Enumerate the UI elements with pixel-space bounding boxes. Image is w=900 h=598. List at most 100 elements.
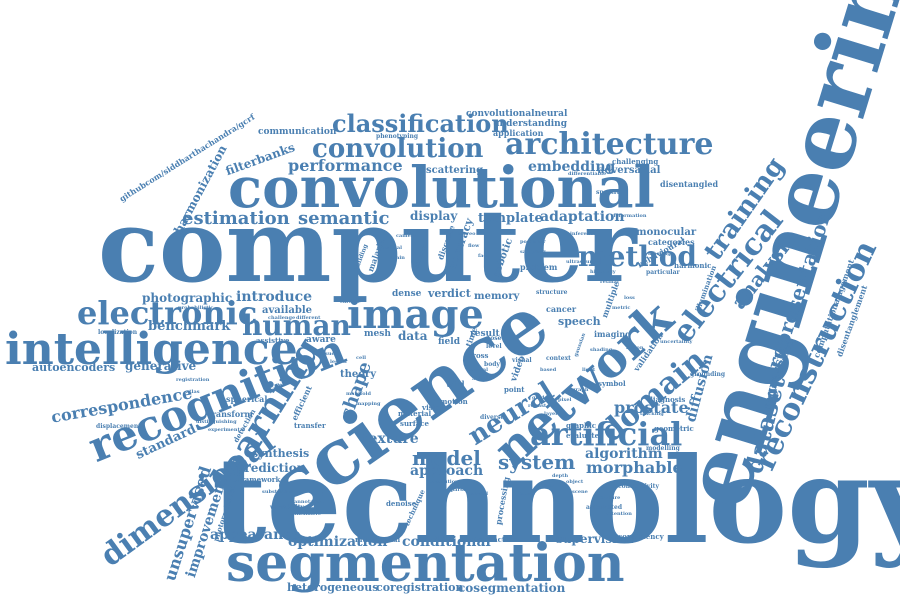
word-loss: loss bbox=[624, 295, 635, 301]
word-pixel: pixel bbox=[558, 397, 572, 403]
word-harmonic: harmonic bbox=[674, 261, 712, 270]
word-evaluate: evaluate bbox=[566, 431, 600, 440]
word-framework: framework bbox=[238, 475, 281, 484]
word-semantic: semantic bbox=[298, 208, 390, 229]
word-convolution: convolution bbox=[312, 134, 484, 164]
word-cumulative: cumulative bbox=[290, 511, 322, 517]
word-prostate: prostate bbox=[614, 398, 689, 417]
word-substantial: substantial bbox=[262, 489, 294, 495]
word-experimental: experimental bbox=[208, 427, 245, 433]
word-histology: histology bbox=[590, 269, 616, 275]
word-localization: localization bbox=[98, 329, 138, 336]
word-stereo: stereo bbox=[458, 231, 476, 237]
word-human: human bbox=[242, 309, 351, 342]
word-phenotyping: phenotyping bbox=[376, 133, 419, 140]
word-tissue: tissue bbox=[318, 351, 335, 357]
word-scene: scene bbox=[572, 489, 588, 495]
word-manifold: manifold bbox=[346, 391, 371, 397]
word-different: different bbox=[296, 315, 321, 321]
word-system: system bbox=[498, 450, 576, 474]
word-optimization: optimization bbox=[288, 534, 388, 550]
word-classification: classification bbox=[332, 109, 509, 138]
word-based: based bbox=[540, 367, 557, 373]
word-sampling: sampling bbox=[520, 249, 546, 255]
word-problem: problem bbox=[520, 262, 558, 272]
word-display: display bbox=[410, 209, 458, 223]
word-autoencoders: autoencoders bbox=[32, 361, 116, 374]
word-understanding: understanding bbox=[493, 119, 567, 129]
word-texture: texture bbox=[362, 431, 419, 447]
word-deformation: deformation bbox=[612, 213, 647, 219]
word-approach: approach bbox=[410, 463, 484, 479]
word-guided: guided bbox=[532, 395, 552, 401]
word-displacement: displacement bbox=[96, 423, 141, 430]
word-variability: variability bbox=[270, 504, 304, 511]
word-wild: wild bbox=[446, 379, 465, 389]
word-kernel: kernel bbox=[470, 491, 488, 497]
word-medical: medical bbox=[380, 245, 403, 251]
word-shading: shading bbox=[590, 347, 613, 353]
word-resolution: resolution bbox=[430, 479, 459, 485]
word-pose: pose bbox=[486, 335, 502, 342]
word-level: level bbox=[486, 343, 502, 350]
word-application: application bbox=[493, 128, 544, 138]
word-visual: visual bbox=[512, 357, 532, 364]
word-surface: surface bbox=[400, 419, 429, 428]
word-atlas: atlas bbox=[186, 389, 200, 395]
word-grounding: grounding bbox=[690, 371, 726, 378]
word-face: face bbox=[478, 253, 490, 259]
word-generative: generative bbox=[125, 359, 197, 373]
word-available: available bbox=[262, 305, 312, 316]
word-uncertainty: uncertainty bbox=[660, 339, 693, 345]
word-aware: aware bbox=[306, 335, 336, 345]
word-vision: vision bbox=[422, 403, 446, 412]
word-sparse: sparse bbox=[448, 487, 467, 493]
word-stable: stable bbox=[472, 375, 493, 382]
word-embedding: embedding bbox=[528, 159, 616, 175]
word-graph: graph bbox=[572, 387, 589, 393]
word-synthesis: synthesis bbox=[252, 447, 310, 460]
word-introduce: introduce bbox=[236, 289, 313, 305]
word-benchmark: benchmark bbox=[148, 319, 231, 334]
word-tracking: tracking bbox=[640, 411, 664, 417]
word-challenge: challenge bbox=[268, 315, 296, 321]
word-imaging: imaging bbox=[594, 329, 631, 339]
word-communication: communication bbox=[258, 127, 337, 137]
word-intelligence: intelligence bbox=[5, 324, 298, 375]
word-robust: robust bbox=[528, 403, 547, 409]
word-particular: particular bbox=[646, 269, 680, 276]
word-transform: transform bbox=[208, 409, 253, 419]
word-dense: dense bbox=[392, 289, 422, 299]
word-data: data bbox=[398, 329, 428, 343]
word-prediction: prediction bbox=[236, 461, 306, 475]
word-template: template bbox=[478, 211, 543, 226]
word-lesion: lesion bbox=[330, 359, 347, 365]
word-score: score bbox=[520, 491, 536, 497]
word-computer: computer bbox=[98, 187, 637, 305]
word-theory: theory bbox=[340, 369, 377, 380]
word-depth: depth bbox=[552, 473, 569, 479]
word-adaptation: adaptation bbox=[540, 209, 625, 225]
word-fusion: fusion bbox=[626, 345, 644, 351]
word-cancer: cancer bbox=[546, 304, 577, 314]
word-feature: feature bbox=[600, 495, 621, 501]
word-conditional: conditional bbox=[402, 534, 491, 550]
word-modelling: modelling bbox=[646, 445, 680, 452]
word-heterogeneous: heterogeneous bbox=[287, 581, 379, 594]
word-disentangled: disentangled bbox=[660, 179, 719, 189]
word-monocular: monocular bbox=[636, 227, 697, 238]
word-normal: normal bbox=[468, 367, 489, 373]
word-cosegmentation: cosegmentation bbox=[458, 581, 566, 595]
word-memory: memory bbox=[474, 291, 520, 302]
word-coregistration: coregistration bbox=[376, 581, 464, 594]
word-cardiac: cardiac bbox=[340, 299, 361, 305]
word-scattering: scattering bbox=[426, 165, 484, 176]
word-convolutional: convolutional bbox=[228, 155, 655, 221]
word-cross: cross bbox=[468, 351, 489, 360]
word-graphic: graphic bbox=[566, 421, 597, 430]
word-material: material bbox=[398, 409, 432, 418]
word-body: body bbox=[484, 361, 500, 368]
word-probabilistic: probabilistic bbox=[178, 305, 214, 311]
word-verdict: verdict bbox=[428, 287, 471, 300]
